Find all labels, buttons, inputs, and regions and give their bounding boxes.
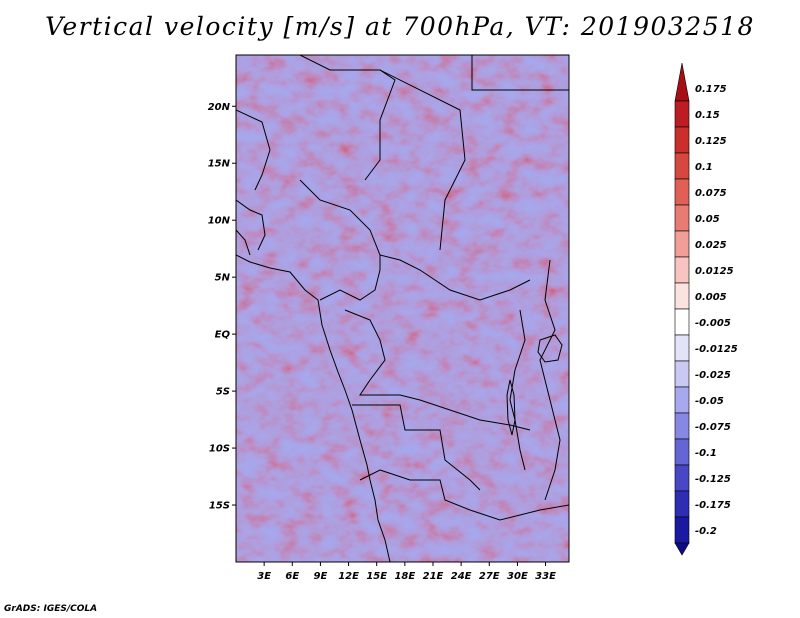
colorbar-bottom-triangle: [674, 542, 690, 556]
vertical-velocity-field: [236, 55, 569, 562]
border-algeria-mali: [299, 55, 396, 181]
colorbar-label: 0.125: [695, 136, 727, 147]
colorbar-label: -0.125: [695, 474, 731, 485]
colorbar-label: 0.15: [695, 110, 720, 121]
lon-label: 18E: [394, 571, 415, 582]
map-panel: [235, 54, 570, 563]
colorbar-segment: [674, 126, 690, 154]
colorbar-label: -0.075: [695, 422, 731, 433]
border-southern: [359, 469, 569, 521]
border-east: [539, 259, 561, 501]
colorbar-label: 0.075: [695, 188, 727, 199]
colorbar-segment: [674, 152, 690, 180]
colorbar-segment: [674, 360, 690, 388]
border-central-african: [379, 254, 531, 301]
colorbar-segment: [674, 256, 690, 284]
lon-label: 27E: [479, 571, 500, 582]
colorbar-segment: [674, 204, 690, 232]
lon-label: 24E: [451, 571, 472, 582]
colorbar-segment: [674, 490, 690, 518]
lat-label: 10S: [209, 444, 230, 455]
lat-label: 5N: [215, 273, 231, 284]
colorbar-segment: [674, 438, 690, 466]
lat-label: 15N: [208, 159, 231, 170]
colorbar-label: 0.0125: [695, 266, 734, 277]
lon-label: 15E: [366, 571, 387, 582]
border-niger-chad: [379, 69, 466, 251]
colorbar-label: -0.0125: [695, 344, 738, 355]
border-west-coast-states: [236, 199, 266, 256]
lat-label: 5S: [216, 387, 230, 398]
border-nigeria: [299, 179, 381, 301]
colorbar-top-triangle: [674, 62, 690, 102]
coastline-west-africa: [236, 254, 391, 562]
lon-label: 6E: [285, 571, 299, 582]
colorbar-segment: [674, 282, 690, 310]
border-sudan: [471, 55, 569, 91]
colorbar-segment: [674, 100, 690, 128]
lat-label: 20N: [208, 102, 231, 113]
colorbar-segment: [674, 230, 690, 258]
latitude-axis: 20N 15N 10N 5N EQ 5S 10S 15S: [208, 102, 236, 512]
lon-label: 9E: [314, 571, 328, 582]
colorbar-segment: [674, 516, 690, 544]
lake-tanganyika: [506, 379, 516, 436]
colorbar-label: 0.005: [695, 292, 727, 303]
colorbar-label: -0.005: [695, 318, 731, 329]
lat-label: EQ: [215, 330, 231, 341]
border-east-lakes: [509, 309, 526, 471]
lon-label: 21E: [423, 571, 444, 582]
colorbar-label: -0.1: [695, 448, 717, 459]
colorbar-segment: [674, 386, 690, 414]
colorbar-segment: [674, 464, 690, 492]
colorbar: 0.175 0.15 0.125 0.1 0.075 0.05 0.025 0.0125 0.0…: [674, 62, 738, 556]
grads-credit: GrADS: IGES/COLA: [4, 604, 98, 614]
colorbar-segment: [674, 412, 690, 440]
colorbar-label: -0.175: [695, 500, 731, 511]
lat-label: 10N: [208, 216, 231, 227]
border-north-west: [236, 109, 271, 191]
lat-label: 15S: [209, 501, 230, 512]
map-title: Vertical velocity [m/s] at 700hPa, VT: 2…: [45, 12, 755, 41]
lon-label: 3E: [257, 571, 271, 582]
lon-label: 30E: [507, 571, 528, 582]
colorbar-label: 0.1: [695, 162, 713, 173]
lake-victoria: [537, 334, 563, 363]
colorbar-label: -0.2: [695, 526, 717, 537]
colorbar-segment: [674, 178, 690, 206]
colorbar-label: -0.025: [695, 370, 731, 381]
lon-label: 33E: [535, 571, 556, 582]
colorbar-label: -0.05: [695, 396, 724, 407]
colorbar-segment: [674, 334, 690, 362]
country-borders: [236, 55, 569, 562]
colorbar-label: 0.025: [695, 240, 727, 251]
border-angola: [352, 404, 481, 491]
lon-label: 12E: [338, 571, 359, 582]
map-frame: [235, 54, 570, 563]
colorbar-segment: [674, 308, 690, 336]
border-congo: [344, 309, 531, 431]
colorbar-label: 0.175: [695, 84, 727, 95]
colorbar-label: 0.05: [695, 214, 720, 225]
longitude-axis: 3E 6E 9E 12E 15E 18E 21E 24E 27E 30E 33E: [257, 562, 556, 582]
